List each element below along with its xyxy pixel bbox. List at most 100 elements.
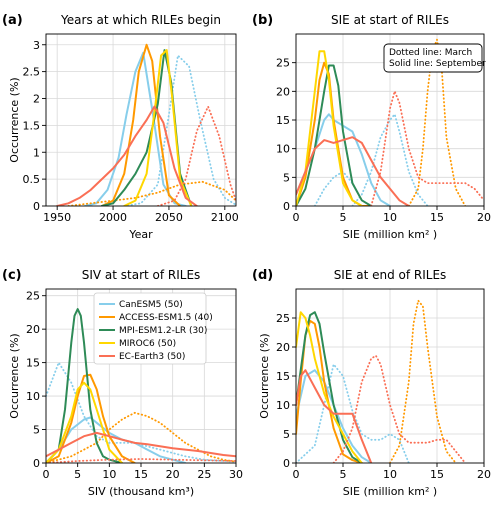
annotation-text: Dotted line: March: [389, 48, 472, 58]
y-tick-label: 25: [276, 312, 290, 325]
legend-label: MIROC6 (50): [119, 339, 176, 349]
series-access-esm1-5-march: [46, 411, 236, 463]
y-tick-label: 0.5: [23, 173, 41, 186]
x-tick-label: 0: [43, 468, 50, 481]
legend: CanESM5 (50) ACCESS-ESM1.5 (40) MPI-ESM1.2…: [93, 292, 213, 365]
x-tick-label: 2000: [99, 211, 127, 224]
x-tick-label: 5: [340, 211, 347, 224]
x-axis-label: Year: [128, 228, 153, 241]
x-tick-label: 15: [430, 468, 444, 481]
legend-label: EC-Earth3 (50): [119, 352, 185, 362]
x-axis-label: SIV (thousand km³): [88, 485, 194, 498]
panel-title: Years at which RILEs begin: [60, 13, 221, 27]
y-tick-label: 0: [283, 457, 290, 470]
y-tick-label: 5: [33, 424, 40, 437]
x-tick-label: 10: [383, 211, 397, 224]
x-tick-label: 20: [477, 468, 491, 481]
series-ec-earth3-march: [332, 354, 467, 463]
y-tick-label: 10: [276, 143, 290, 156]
panel-d: 0 5 10 15 20 0 5 10 15 20 25 SIE at end of RILEs (d)…: [252, 268, 491, 498]
panel-a: 1950 2000 2050 2100 0 0.5 1 1.5 2 2.5 3 Years at wh…: [2, 13, 239, 241]
panel-title: SIE at start of RILEs: [331, 13, 449, 27]
series-ec-earth3-march: [370, 90, 484, 206]
y-tick-label: 10: [26, 390, 40, 403]
y-tick-label: 3: [33, 39, 40, 52]
series-ec-earth3-september: [56, 105, 198, 206]
panel-title: SIV at start of RILEs: [82, 268, 201, 282]
y-tick-label: 0: [33, 200, 40, 213]
series-canesm5-march: [351, 113, 429, 206]
x-tick-label: 5: [340, 468, 347, 481]
x-tick-label: 0: [293, 468, 300, 481]
x-tick-label: 20: [477, 211, 491, 224]
y-tick-label: 25: [26, 290, 40, 303]
series-access-esm1-5-march: [389, 299, 457, 463]
y-tick-label: 5: [283, 171, 290, 184]
x-tick-label: 10: [102, 468, 116, 481]
y-tick-label: 20: [276, 341, 290, 354]
series-miroc6-september: [296, 50, 363, 206]
series-mpi-esm1-2-lr-september: [46, 308, 123, 463]
y-tick-label: 1: [33, 146, 40, 159]
y-tick-label: 0: [33, 457, 40, 470]
x-tick-label: 1950: [43, 211, 71, 224]
panel-title: SIE at end of RILEs: [334, 268, 447, 282]
series-miroc6-september: [296, 311, 363, 463]
y-axis-label: Occurrence (%): [8, 333, 21, 418]
annotation-box: [383, 43, 483, 73]
x-tick-label: 30: [229, 468, 243, 481]
x-tick-label: 15: [430, 211, 444, 224]
x-tick-label: 5: [74, 468, 81, 481]
series-mpi-esm1-2-lr-september: [296, 64, 373, 206]
series-group: [296, 299, 467, 463]
y-tick-label: 1.5: [23, 119, 41, 132]
y-tick-label: 15: [276, 370, 290, 383]
series-access-esm1-5-september: [46, 373, 136, 463]
panel-label: (a): [2, 13, 23, 28]
series-miroc6-september: [46, 381, 123, 463]
legend-label: MPI-ESM1.2-LR (30): [119, 326, 207, 336]
series-ec-earth3-september: [296, 369, 373, 463]
series-group: [46, 308, 236, 463]
y-tick-label: 20: [276, 85, 290, 98]
panel-c: 0 5 10 15 20 25 30 0 5 10 15 20 25 SIV at start of RI…: [2, 268, 243, 498]
y-tick-label: 20: [26, 323, 40, 336]
series-ec-earth3-september: [296, 136, 410, 206]
panel-b: 0 5 10 15 20 0 5 10 15 20 25 SIE at start of RILEs (…: [252, 13, 491, 241]
x-tick-label: 25: [197, 468, 211, 481]
x-tick-label: 2100: [211, 211, 239, 224]
series-access-esm1-5-march: [67, 180, 236, 206]
y-tick-label: 2.5: [23, 66, 41, 79]
y-tick-label: 15: [26, 357, 40, 370]
y-axis-label: Occurrence (%): [8, 77, 21, 162]
legend-box: [93, 292, 207, 365]
x-tick-label: 15: [134, 468, 148, 481]
series-canesm5-march: [296, 363, 410, 463]
series-ec-earth3-march: [46, 458, 236, 463]
panel-label: (b): [252, 13, 273, 28]
series-canesm5-march: [46, 361, 236, 463]
y-tick-label: 2: [33, 93, 40, 106]
series-miroc6-september: [123, 49, 193, 206]
y-tick-label: 15: [276, 114, 290, 127]
series-canesm5-september: [84, 51, 187, 206]
legend-label: ACCESS-ESM1.5 (40): [119, 313, 213, 323]
annotation-text: Solid line: September: [389, 59, 486, 69]
y-tick-label: 5: [283, 428, 290, 441]
series-ec-earth3-september: [46, 431, 236, 458]
x-tick-label: 2050: [155, 211, 183, 224]
x-tick-label: 10: [383, 468, 397, 481]
y-tick-label: 0: [283, 200, 290, 213]
series-ec-earth3-march: [156, 105, 236, 206]
axes-frame: [45, 33, 237, 207]
y-tick-label: 25: [276, 57, 290, 70]
x-tick-label: 0: [293, 211, 300, 224]
x-tick-label: 20: [166, 468, 180, 481]
series-access-esm1-5-september: [100, 43, 182, 206]
y-axis-label: Occurrence (%): [258, 333, 271, 418]
legend-label: CanESM5 (50): [119, 300, 183, 310]
series-group: [56, 43, 236, 206]
panel-label: (d): [252, 268, 273, 283]
x-axis-label: SIE (million km² ): [343, 485, 437, 498]
